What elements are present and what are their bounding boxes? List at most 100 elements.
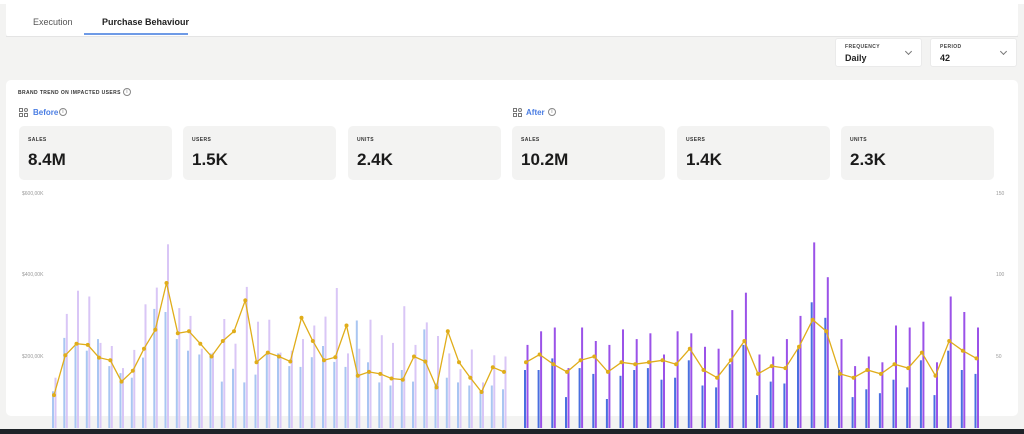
info-icon[interactable]: i (123, 88, 131, 96)
before-bar-b (122, 368, 124, 428)
after-bar-a (865, 389, 868, 428)
before-trend-point (412, 354, 416, 359)
after-trend-point (742, 339, 747, 343)
after-bar-b (649, 333, 652, 428)
kpi-label: USERS (686, 137, 706, 143)
before-bar-a (153, 308, 156, 428)
before-trend-point (288, 359, 293, 364)
kpi-card-before-sales: SALES 8.4M (19, 126, 172, 180)
before-bar-a (400, 370, 403, 428)
y-tick-label: $400,00K (22, 272, 44, 278)
after-trend-point (605, 369, 610, 374)
after-bar-b (772, 356, 775, 428)
after-trend-point (851, 375, 856, 380)
after-bar-b (608, 344, 611, 428)
after-trend-point (565, 369, 569, 374)
after-trend-point (524, 360, 528, 365)
frequency-dropdown[interactable]: FREQUENCY Daily (835, 38, 922, 67)
kpi-card-after-users: USERS 1.4K (677, 126, 830, 180)
before-bar-a (468, 385, 471, 428)
after-bar-b (731, 310, 734, 428)
after-trend-point (646, 360, 651, 365)
before-bar-a (187, 350, 189, 428)
before-trend-point (153, 327, 158, 332)
before-trend-point (479, 390, 484, 394)
before-bar-a (299, 366, 302, 428)
before-bar-a (344, 366, 347, 428)
info-icon[interactable]: i (548, 108, 556, 116)
before-bar-b (155, 287, 158, 428)
before-trend-point (378, 371, 383, 376)
before-bar-b (279, 352, 282, 428)
after-label: After (526, 108, 545, 117)
before-trend-point (74, 341, 79, 346)
after-bar-a (960, 370, 963, 428)
before-bar-a (310, 357, 313, 428)
kpi-label: UNITS (850, 137, 867, 143)
after-bar-a (810, 302, 813, 428)
after-bar-a (851, 397, 854, 428)
before-trend-point (423, 359, 428, 364)
after-trend-line (525, 318, 977, 379)
after-trend-point (728, 358, 733, 363)
after-trend-point (715, 375, 720, 380)
after-bar-a (565, 397, 567, 428)
before-trend-point (254, 360, 259, 365)
after-bar-a (701, 385, 704, 428)
after-trend-point (660, 358, 665, 363)
after-bar-a (619, 375, 622, 428)
before-trend-point (63, 353, 68, 358)
after-bar-a (947, 350, 950, 428)
kpi-card-before-users: USERS 1.5K (183, 126, 336, 180)
after-bar-a (660, 379, 663, 428)
before-trend-point (490, 365, 495, 370)
before-bar-b (110, 346, 113, 428)
before-trend-point (243, 298, 248, 303)
after-bar-a (797, 348, 799, 428)
tab-execution[interactable]: Execution (33, 17, 73, 27)
before-bar-b (245, 286, 248, 428)
after-bar-b (540, 331, 543, 428)
after-bar-a (906, 387, 909, 428)
tabs-divider (6, 36, 1018, 37)
after-bar-a (742, 344, 745, 428)
after-trend-point (783, 366, 788, 371)
after-bar-a (878, 393, 881, 428)
after-trend-point (674, 362, 679, 367)
tab-purchase-behaviour[interactable]: Purchase Behaviour (102, 17, 190, 27)
before-trend-point (333, 355, 338, 360)
before-trend-point (389, 376, 394, 381)
before-bar-b (313, 325, 316, 428)
before-bar-b (358, 348, 361, 428)
before-bar-b (144, 304, 147, 428)
after-bar-b (744, 292, 747, 428)
before-trend-point (468, 375, 473, 380)
after-trend-point (701, 368, 706, 372)
top-strip (0, 0, 1024, 4)
group-icon (513, 108, 523, 118)
before-bar-b (459, 369, 462, 428)
kpi-card-after-units: UNITS 2.3K (841, 126, 994, 180)
before-bar-a (232, 368, 234, 428)
before-bar-b (268, 319, 271, 428)
before-trend-point (400, 377, 405, 382)
y-tick-label: $200,00K (22, 354, 44, 360)
before-bar-b (414, 344, 417, 428)
period-dropdown[interactable]: PERIOD 42 (930, 38, 1017, 67)
before-trend-point (119, 379, 124, 384)
before-bar-a (209, 353, 212, 428)
after-bar-a (892, 379, 895, 428)
after-trend-point (619, 360, 624, 365)
before-bar-a (423, 329, 426, 428)
before-trend-point (175, 331, 180, 336)
info-icon[interactable]: i (59, 108, 67, 116)
before-bar-a (333, 361, 336, 428)
y2-tick-label: 50 (996, 354, 1002, 360)
kpi-label: SALES (521, 137, 540, 143)
after-bar-b (594, 341, 597, 428)
after-bar-a (633, 370, 636, 428)
after-bar-b (867, 356, 870, 428)
before-bar-b (88, 296, 91, 428)
before-bar-b (493, 355, 496, 428)
